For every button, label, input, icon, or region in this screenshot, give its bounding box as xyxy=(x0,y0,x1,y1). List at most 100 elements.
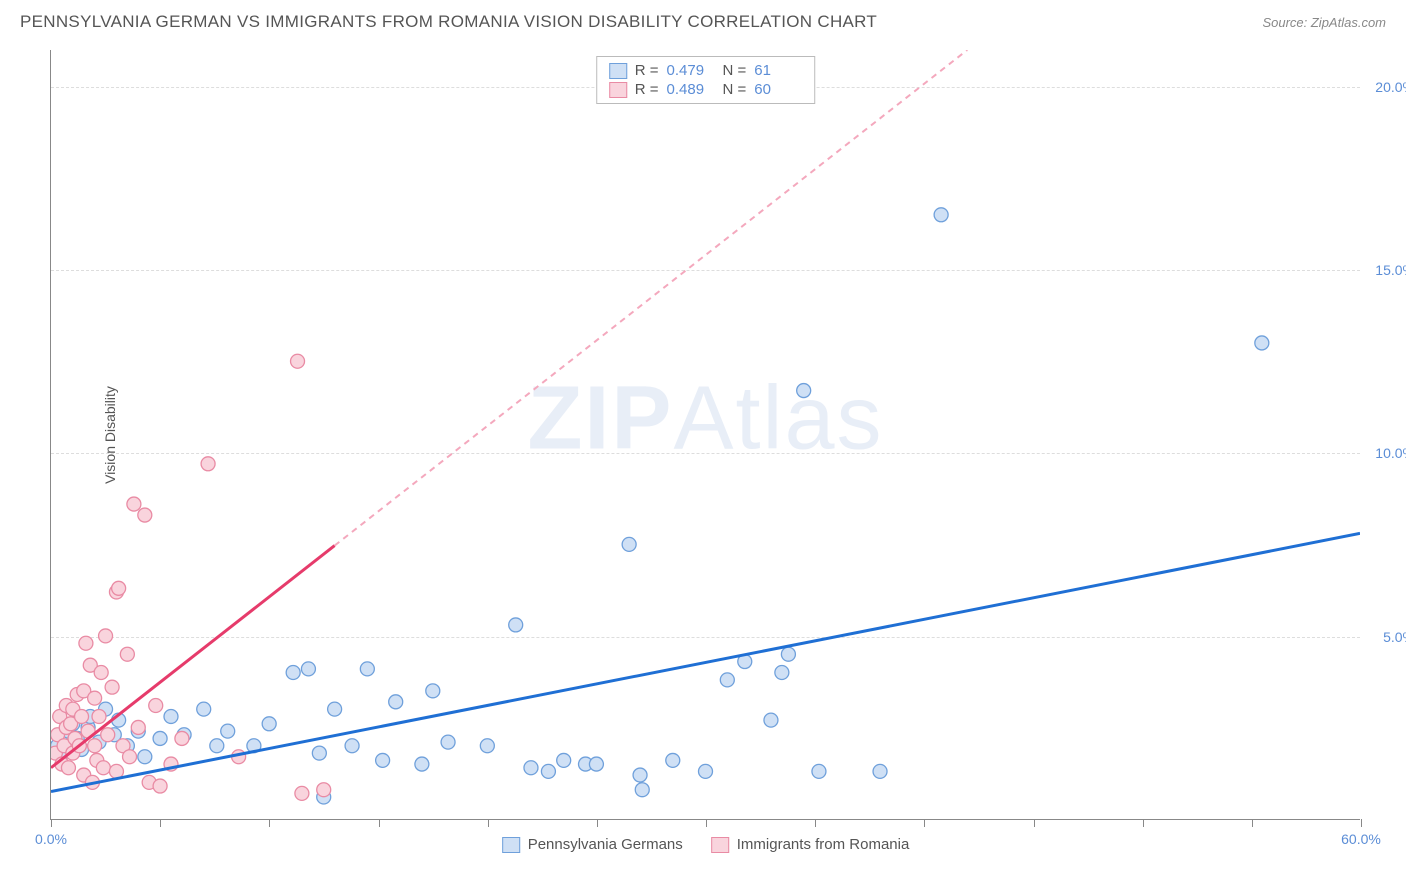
data-point xyxy=(153,779,167,793)
stats-box: R = 0.479 N = 61 R = 0.489 N = 60 xyxy=(596,56,816,104)
n-label: N = xyxy=(723,62,747,79)
chart-header: PENNSYLVANIA GERMAN VS IMMIGRANTS FROM R… xyxy=(0,0,1406,42)
data-point xyxy=(88,739,102,753)
data-point xyxy=(127,497,141,511)
data-point xyxy=(699,764,713,778)
data-point xyxy=(345,739,359,753)
data-point xyxy=(138,508,152,522)
r-value: 0.489 xyxy=(667,81,715,98)
data-point xyxy=(153,731,167,745)
data-point xyxy=(934,208,948,222)
data-point xyxy=(589,757,603,771)
data-point xyxy=(301,662,315,676)
x-tick xyxy=(597,819,598,827)
data-point xyxy=(112,581,126,595)
data-point xyxy=(291,354,305,368)
x-tick xyxy=(706,819,707,827)
x-tick-label: 0.0% xyxy=(35,831,67,847)
series-swatch xyxy=(711,837,729,853)
data-point xyxy=(99,629,113,643)
data-point xyxy=(101,728,115,742)
data-point xyxy=(524,761,538,775)
x-tick xyxy=(1252,819,1253,827)
data-point xyxy=(812,764,826,778)
data-point xyxy=(480,739,494,753)
r-value: 0.479 xyxy=(667,62,715,79)
data-point xyxy=(105,680,119,694)
x-tick xyxy=(1034,819,1035,827)
data-point xyxy=(541,764,555,778)
data-point xyxy=(94,666,108,680)
data-point xyxy=(775,666,789,680)
trend-line xyxy=(51,533,1360,791)
x-tick xyxy=(160,819,161,827)
data-point xyxy=(415,757,429,771)
data-point xyxy=(92,709,106,723)
series-swatch xyxy=(609,82,627,98)
data-point xyxy=(376,753,390,767)
y-tick-label: 5.0% xyxy=(1383,629,1406,645)
trend-line-extrapolated xyxy=(335,50,968,546)
n-label: N = xyxy=(723,81,747,98)
stats-row: R = 0.479 N = 61 xyxy=(609,61,803,80)
legend-item: Pennsylvania Germans xyxy=(502,836,683,853)
series-swatch xyxy=(502,837,520,853)
data-point xyxy=(557,753,571,767)
chart-source: Source: ZipAtlas.com xyxy=(1262,15,1386,30)
legend-item: Immigrants from Romania xyxy=(711,836,910,853)
data-point xyxy=(764,713,778,727)
data-point xyxy=(123,750,137,764)
data-point xyxy=(509,618,523,632)
data-point xyxy=(210,739,224,753)
chart-title: PENNSYLVANIA GERMAN VS IMMIGRANTS FROM R… xyxy=(20,12,877,32)
legend-label: Pennsylvania Germans xyxy=(528,836,683,853)
y-tick-label: 20.0% xyxy=(1375,79,1406,95)
data-point xyxy=(797,384,811,398)
data-point xyxy=(175,731,189,745)
data-point xyxy=(61,761,75,775)
x-tick xyxy=(1143,819,1144,827)
data-point xyxy=(360,662,374,676)
data-point xyxy=(389,695,403,709)
x-tick xyxy=(1361,819,1362,827)
data-point xyxy=(75,709,89,723)
data-point xyxy=(295,786,309,800)
y-tick-label: 15.0% xyxy=(1375,262,1406,278)
trend-line xyxy=(51,546,335,768)
series-legend: Pennsylvania Germans Immigrants from Roma… xyxy=(502,836,910,853)
x-tick xyxy=(51,819,52,827)
r-label: R = xyxy=(635,81,659,98)
data-point xyxy=(120,647,134,661)
n-value: 61 xyxy=(754,62,802,79)
data-point xyxy=(262,717,276,731)
data-point xyxy=(96,761,110,775)
x-tick xyxy=(488,819,489,827)
data-point xyxy=(312,746,326,760)
n-value: 60 xyxy=(754,81,802,98)
data-point xyxy=(286,666,300,680)
data-point xyxy=(131,720,145,734)
data-point xyxy=(781,647,795,661)
y-tick-label: 10.0% xyxy=(1375,445,1406,461)
data-point xyxy=(79,636,93,650)
scatter-plot xyxy=(51,50,1360,819)
data-point xyxy=(1255,336,1269,350)
x-tick-label: 60.0% xyxy=(1341,831,1381,847)
data-point xyxy=(138,750,152,764)
r-label: R = xyxy=(635,62,659,79)
data-point xyxy=(328,702,342,716)
x-tick xyxy=(924,819,925,827)
x-tick xyxy=(815,819,816,827)
data-point xyxy=(873,764,887,778)
data-point xyxy=(633,768,647,782)
data-point xyxy=(622,537,636,551)
data-point xyxy=(720,673,734,687)
data-point xyxy=(201,457,215,471)
data-point xyxy=(426,684,440,698)
stats-row: R = 0.489 N = 60 xyxy=(609,80,803,99)
data-point xyxy=(666,753,680,767)
data-point xyxy=(197,702,211,716)
data-point xyxy=(164,709,178,723)
legend-label: Immigrants from Romania xyxy=(737,836,910,853)
data-point xyxy=(88,691,102,705)
